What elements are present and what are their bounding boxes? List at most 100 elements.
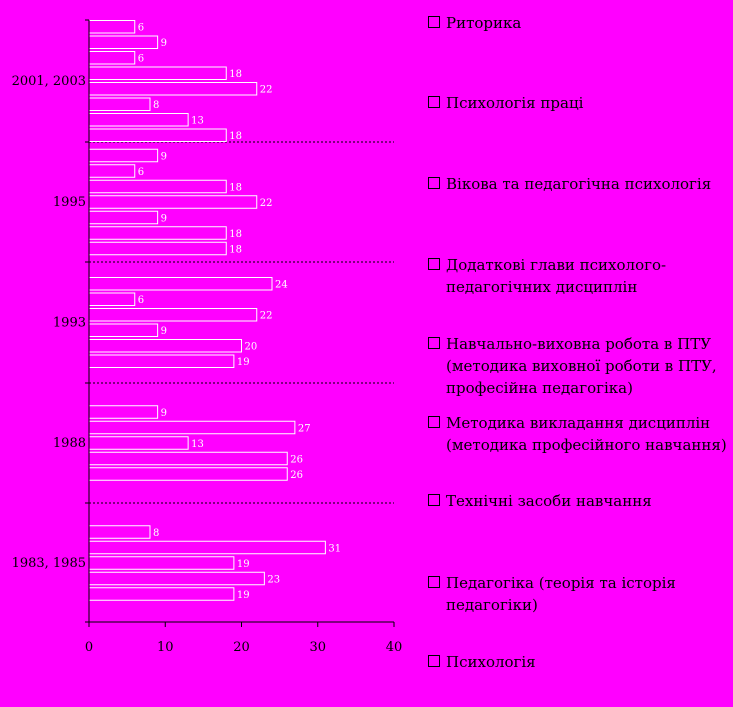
legend-label: Педагогіка (теорія та історія [446, 574, 676, 592]
legend-swatch [428, 177, 440, 189]
legend-item-psychology: Психологія [428, 651, 728, 673]
bar [88, 451, 288, 466]
bar-value-label: 26 [290, 454, 303, 465]
bar-value-label: 18 [229, 182, 242, 193]
bar-value-label: 19 [237, 559, 250, 570]
legend-label: Технічні засоби навчання [446, 492, 652, 510]
group-label: 1983, 1985 [12, 556, 86, 571]
bar-value-label: 6 [138, 54, 144, 65]
bar-value-label: 22 [260, 198, 273, 209]
legend-item-age-psychology: Вікова та педагогічна психологія [428, 173, 728, 195]
bar [88, 540, 326, 555]
bar [88, 405, 159, 419]
legend-label: Риторика [446, 14, 522, 32]
bar [88, 210, 159, 225]
bar-value-label: 9 [161, 38, 167, 49]
bar [88, 339, 242, 353]
legend-item-pedagogy: Педагогіка (теорія та історія педагогіки) [428, 572, 728, 616]
bar-value-label: 18 [229, 244, 242, 255]
legend-label-cont: (методика професійного навчання) [446, 436, 727, 454]
bar-value-label: 8 [153, 528, 159, 539]
bar-value-label: 9 [161, 151, 167, 162]
bar [88, 195, 258, 209]
bar-value-label: 20 [245, 342, 258, 353]
legend-label-cont: педагогічних дисциплін [446, 278, 638, 296]
bar [88, 82, 258, 96]
bar [88, 323, 159, 337]
legend-swatch [428, 416, 440, 428]
bars: 6 9 6 18 22 8 13 18 9 6 18 22 9 18 18 24 6 22 9 20 19 9 27 13 26… [88, 20, 341, 601]
legend-label-cont: педагогіки) [446, 596, 538, 614]
legend-label: Вікова та педагогічна психологія [446, 175, 712, 193]
bar-value-label: 19 [237, 357, 250, 368]
bar [88, 308, 258, 322]
bar [88, 241, 227, 256]
bar [88, 277, 273, 291]
bar [88, 51, 136, 65]
bar-value-label: 8 [153, 100, 159, 111]
bar-value-label: 18 [229, 229, 242, 240]
legend-label: Психологія [446, 653, 536, 671]
bar [88, 571, 265, 586]
group-label: 2001, 2003 [12, 74, 86, 89]
legend-label: Методика викладання дисциплін [446, 414, 711, 432]
bar-chart: 6 9 6 18 22 8 13 18 9 6 18 22 9 18 18 24 6 22 9 20 19 9 27 13 26… [12, 19, 403, 655]
group-separators [89, 141, 394, 504]
bar [88, 587, 235, 601]
legend-swatch [428, 96, 440, 108]
legend-label: Навчально-виховна робота в ПТУ [446, 335, 712, 353]
legend-swatch [428, 494, 440, 506]
bar-value-label: 31 [328, 543, 341, 554]
group-label: 1988 [53, 436, 86, 451]
legend-item-labor-psychology: Психологія праці [428, 92, 728, 114]
bar [88, 148, 159, 163]
bar-value-label: 13 [191, 116, 204, 127]
legend-swatch [428, 337, 440, 349]
legend: Риторика Психологія праці Вікова та педа… [428, 0, 728, 707]
legend-swatch [428, 655, 440, 667]
bar-value-label: 6 [138, 167, 144, 178]
x-tick-label: 0 [85, 640, 93, 655]
bar-value-label: 18 [229, 131, 242, 142]
legend-item-educational-work: Навчально-виховна робота в ПТУ (методика … [428, 333, 728, 399]
legend-label-cont: (методика виховної роботи в ПТУ, [446, 357, 717, 375]
legend-label: Психологія праці [446, 94, 584, 112]
bar-value-label: 13 [191, 439, 204, 450]
legend-swatch [428, 576, 440, 588]
x-tick-label: 30 [309, 640, 326, 655]
bar [88, 467, 288, 481]
bar-value-label: 23 [267, 574, 280, 585]
bar-value-label: 9 [161, 213, 167, 224]
bar-value-label: 24 [275, 280, 288, 291]
bar [88, 113, 189, 127]
bar [88, 20, 136, 34]
legend-swatch [428, 258, 440, 270]
bar-value-label: 22 [260, 311, 273, 322]
bar-value-label: 9 [161, 326, 167, 337]
bar-value-label: 22 [260, 85, 273, 96]
x-tick-label: 40 [386, 640, 403, 655]
legend-item-technical-means: Технічні засоби навчання [428, 490, 728, 512]
legend-item-rhetoric: Риторика [428, 12, 728, 34]
bar [88, 436, 189, 450]
bar [88, 179, 227, 194]
bar-value-label: 19 [237, 590, 250, 601]
bar-value-label: 6 [138, 23, 144, 34]
legend-swatch [428, 16, 440, 28]
bar [88, 292, 136, 306]
x-tick-label: 20 [233, 640, 250, 655]
legend-item-additional-chapters: Додаткові глави психолого-педагогічних д… [428, 254, 728, 298]
legend-item-teaching-methods: Методика викладання дисциплін (методика п… [428, 412, 728, 456]
bar [88, 66, 227, 80]
legend-label: Додаткові глави психолого- [446, 256, 667, 274]
bar [88, 97, 151, 111]
axes: 2001, 2003 1995 19 9 31 9 8 8 1983, 1985 0 10 20 30 4… [12, 19, 403, 655]
bar [88, 556, 235, 570]
group-label: 1995 [53, 195, 86, 210]
bar [88, 35, 159, 49]
bar-value-label: 6 [138, 295, 144, 306]
x-tick-label: 10 [157, 640, 174, 655]
bar-value-label: 27 [298, 423, 311, 434]
bar-value-label: 26 [290, 470, 303, 481]
bar [88, 128, 227, 142]
